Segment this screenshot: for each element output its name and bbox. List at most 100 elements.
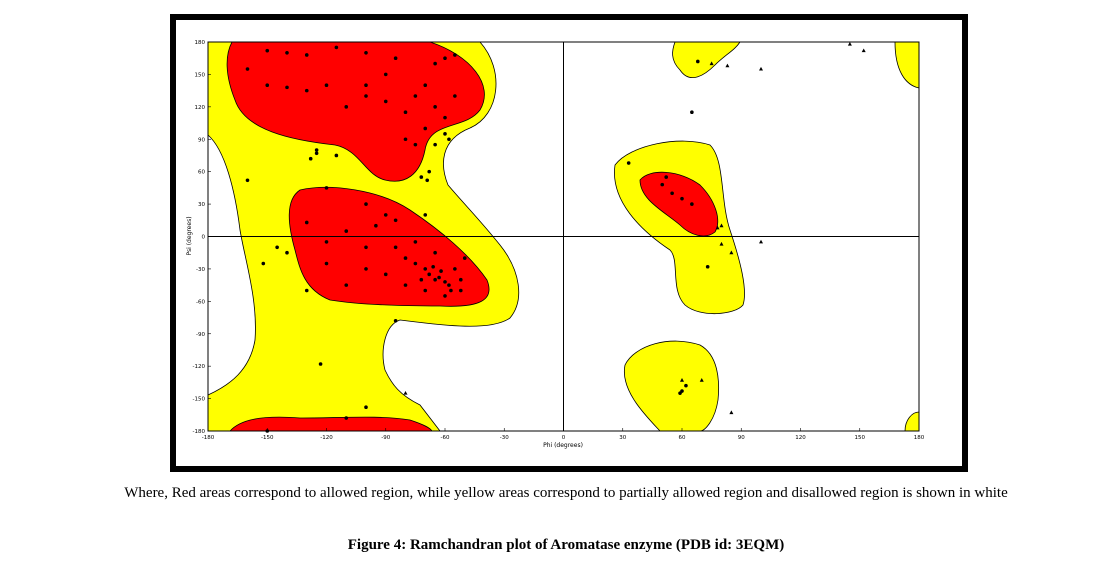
residue-point	[285, 51, 289, 55]
glycine-point	[403, 390, 408, 395]
residue-point	[403, 110, 408, 115]
y-tick-label: -90	[196, 332, 205, 338]
residue-point	[423, 83, 428, 88]
y-tick-label: 60	[198, 170, 205, 176]
glycine-point	[759, 239, 763, 244]
residue-point	[443, 132, 447, 136]
residue-point	[393, 245, 398, 250]
points	[245, 41, 866, 433]
glycine-point	[725, 63, 730, 68]
y-tick-label: -180	[193, 429, 206, 435]
residue-point	[413, 261, 418, 266]
residue-point	[626, 161, 631, 165]
y-tick-label: 90	[198, 137, 205, 143]
y-tick-label: 120	[195, 105, 206, 111]
residue-point	[419, 277, 424, 282]
residue-point	[423, 288, 428, 293]
residue-point	[364, 245, 368, 250]
residue-point	[447, 137, 451, 142]
residue-point	[364, 94, 368, 98]
residue-point	[433, 277, 437, 282]
residue-point	[423, 126, 428, 131]
residue-point	[431, 264, 435, 269]
residue-point	[285, 250, 289, 255]
residue-point	[427, 169, 432, 174]
residue-point	[696, 59, 700, 64]
residue-point	[285, 85, 289, 90]
residue-point	[304, 53, 309, 57]
glycine-point	[699, 378, 704, 382]
residue-point	[265, 429, 270, 433]
residue-point	[680, 196, 684, 201]
residue-point	[383, 72, 388, 77]
y-tick-label: -30	[196, 267, 205, 273]
residue-point	[439, 269, 443, 273]
y-tick-label: 0	[202, 235, 206, 241]
residue-point	[324, 240, 329, 244]
y-tick-label: -60	[196, 299, 205, 305]
x-tick-label: 150	[855, 435, 866, 441]
yellow-region	[623, 340, 720, 432]
residue-point	[318, 362, 323, 366]
residue-point	[437, 275, 441, 280]
glycine-point	[719, 223, 724, 228]
residue-point	[433, 250, 437, 255]
residue-point	[690, 110, 694, 115]
caption-note: Where, Red areas correspond to allowed r…	[124, 485, 1008, 501]
residue-point	[413, 240, 418, 244]
residue-point	[447, 283, 451, 287]
residue-point	[344, 416, 349, 420]
residue-point	[324, 261, 329, 266]
residue-point	[314, 151, 319, 156]
x-tick-label: -30	[500, 435, 509, 441]
glycine-point	[861, 48, 866, 53]
x-tick-label: 180	[914, 435, 925, 441]
glycine-point	[729, 410, 734, 415]
regions	[207, 41, 920, 432]
residue-point	[670, 191, 674, 196]
glycine-point	[729, 250, 734, 255]
residue-point	[433, 61, 437, 66]
residue-point	[453, 267, 457, 271]
residue-point	[690, 202, 694, 206]
glycine-point	[709, 61, 714, 66]
yellow-region	[672, 41, 741, 79]
red-region	[639, 171, 719, 237]
glycine-point	[719, 241, 724, 246]
y-tick-label: 30	[198, 202, 205, 208]
residue-point	[324, 186, 329, 190]
x-tick-label: 90	[738, 435, 745, 441]
residue-point	[705, 264, 710, 269]
residue-point	[383, 213, 388, 217]
residue-point	[383, 272, 388, 277]
residue-point	[419, 175, 424, 179]
red-region	[229, 416, 433, 432]
residue-point	[265, 83, 270, 88]
residue-point	[427, 272, 432, 277]
residue-point	[334, 45, 339, 50]
residue-point	[245, 67, 250, 71]
x-tick-label: -90	[381, 435, 390, 441]
residue-point	[425, 178, 430, 183]
residue-point	[413, 94, 418, 98]
residue-point	[393, 318, 398, 323]
residue-point	[443, 294, 447, 298]
y-axis-label: Psi (degrees)	[186, 216, 193, 255]
residue-point	[459, 277, 463, 282]
glycine-point	[715, 225, 720, 230]
residue-point	[304, 220, 309, 225]
residue-point	[364, 202, 368, 206]
x-tick-label: 0	[562, 435, 566, 441]
residue-point	[374, 223, 378, 228]
residue-point	[453, 53, 457, 57]
residue-point	[265, 48, 270, 53]
residue-point	[449, 288, 453, 293]
residue-point	[304, 88, 309, 93]
residue-point	[344, 105, 349, 109]
residue-point	[403, 283, 408, 287]
glycine-point	[847, 41, 852, 46]
residue-point	[344, 283, 349, 287]
residue-point	[383, 99, 388, 104]
residue-point	[423, 213, 428, 217]
